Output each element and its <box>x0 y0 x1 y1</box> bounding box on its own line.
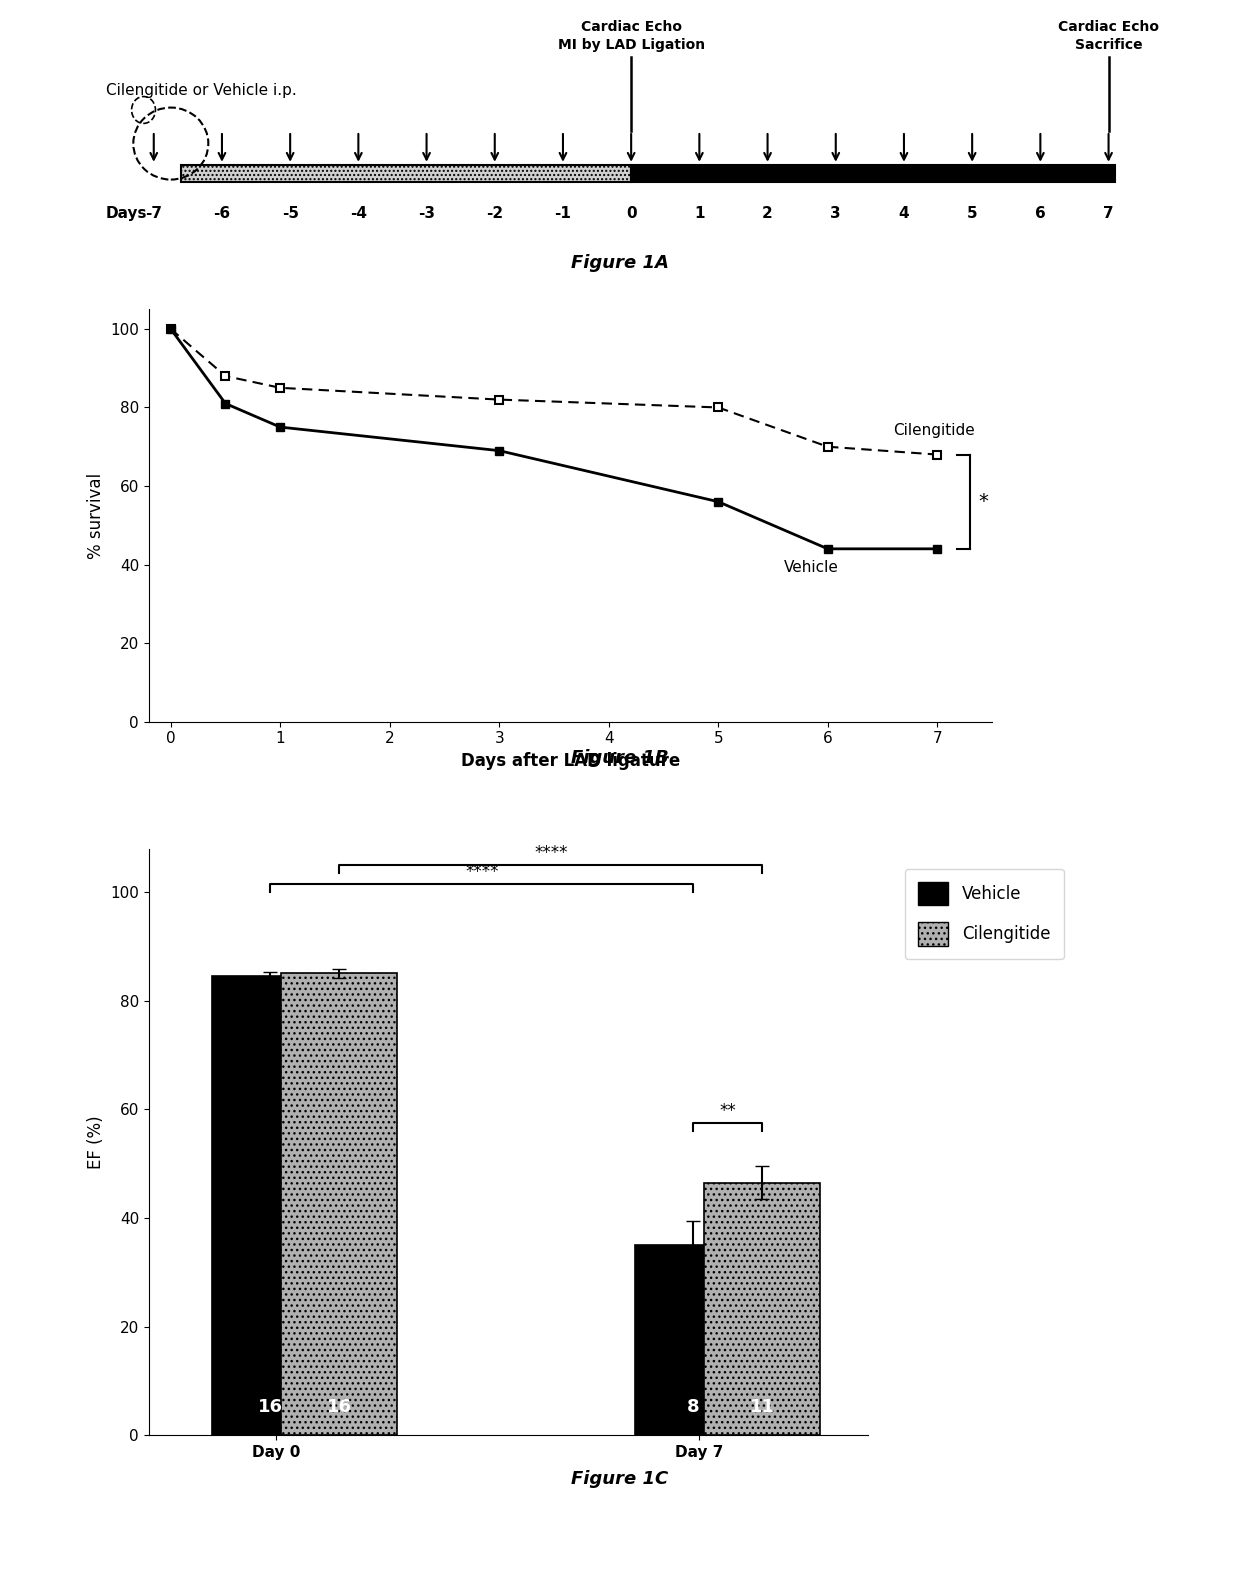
Text: 11: 11 <box>750 1399 775 1416</box>
Text: -6: -6 <box>213 206 231 220</box>
Text: **: ** <box>719 1102 737 1120</box>
Legend: Vehicle, Cilengitide: Vehicle, Cilengitide <box>905 869 1064 960</box>
Text: *: * <box>978 492 988 511</box>
Bar <box>212 977 329 1435</box>
Text: Cilengitide or Vehicle i.p.: Cilengitide or Vehicle i.p. <box>107 84 296 98</box>
Text: 8: 8 <box>687 1399 699 1416</box>
Bar <box>281 974 397 1435</box>
Text: Figure 1A: Figure 1A <box>572 254 668 271</box>
Text: 6: 6 <box>1035 206 1045 220</box>
Text: -5: -5 <box>281 206 299 220</box>
Text: 16: 16 <box>258 1399 283 1416</box>
Text: 2: 2 <box>763 206 773 220</box>
Text: 7: 7 <box>1104 206 1114 220</box>
Text: Vehicle: Vehicle <box>784 560 838 576</box>
Bar <box>635 1245 751 1435</box>
Text: 0: 0 <box>626 206 636 220</box>
Text: -3: -3 <box>418 206 435 220</box>
Y-axis label: % survival: % survival <box>87 473 104 558</box>
Text: -2: -2 <box>486 206 503 220</box>
Bar <box>631 165 1115 182</box>
Text: Figure 1C: Figure 1C <box>572 1470 668 1488</box>
Bar <box>181 165 631 182</box>
Text: ****: **** <box>534 844 568 863</box>
Text: ****: **** <box>465 863 498 882</box>
Text: Cardiac Echo
MI by LAD Ligation: Cardiac Echo MI by LAD Ligation <box>558 21 704 52</box>
Text: -7: -7 <box>145 206 162 220</box>
Text: Days: Days <box>107 206 148 220</box>
Y-axis label: EF (%): EF (%) <box>87 1115 104 1169</box>
Text: -4: -4 <box>350 206 367 220</box>
Text: 5: 5 <box>967 206 977 220</box>
Text: 16: 16 <box>326 1399 352 1416</box>
Text: 1: 1 <box>694 206 704 220</box>
Text: 3: 3 <box>831 206 841 220</box>
Text: Cilengitide: Cilengitide <box>894 423 975 438</box>
Bar <box>704 1183 821 1435</box>
X-axis label: Days after LAD ligature: Days after LAD ligature <box>461 752 680 769</box>
Text: 4: 4 <box>899 206 909 220</box>
Text: -1: -1 <box>554 206 572 220</box>
Text: Figure 1B: Figure 1B <box>572 749 668 766</box>
Text: Cardiac Echo
Sacrifice: Cardiac Echo Sacrifice <box>1058 21 1159 52</box>
